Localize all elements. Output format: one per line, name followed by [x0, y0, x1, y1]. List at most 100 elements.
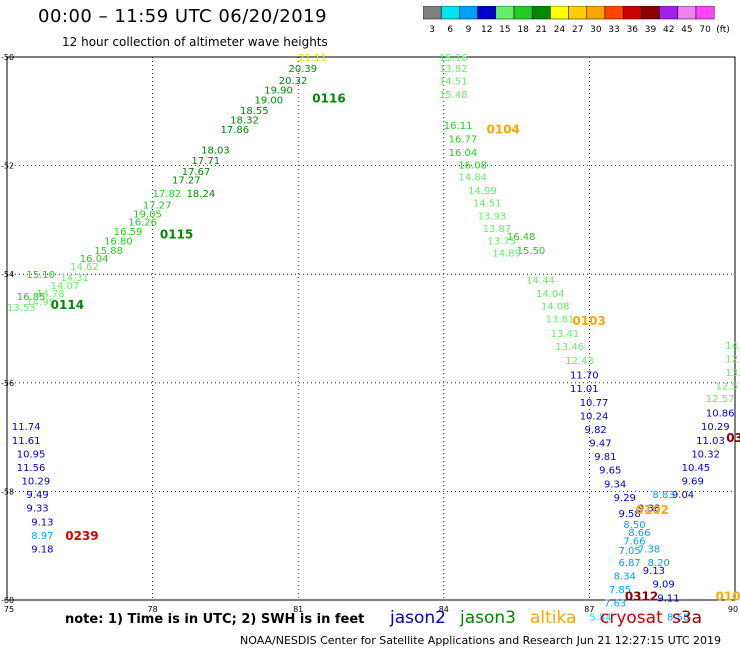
swh-value: 13.81 [546, 315, 575, 326]
swh-value: 14.95 [26, 297, 55, 308]
swh-value: 11.61 [12, 436, 41, 447]
swh-value: 14.31 [60, 273, 89, 284]
pass-label: 0116 [312, 92, 345, 106]
swh-value: 10.77 [580, 398, 609, 409]
swh-value: 9.13 [31, 517, 53, 528]
swh-value: 15.50 [517, 246, 546, 257]
swh-value: 9.09 [652, 580, 674, 591]
legend-bin-label: 18 [517, 25, 529, 35]
swh-value: 17.82 [153, 189, 182, 200]
swh-value: 9.04 [672, 490, 694, 501]
swh-value: 17.27 [143, 201, 172, 212]
swh-value: 20.39 [288, 64, 317, 75]
x-tick-label: 84 [439, 605, 449, 614]
x-tick-label: 75 [4, 605, 14, 614]
swh-value: 20.32 [279, 76, 308, 87]
legend-cryosat: cryosat [600, 608, 663, 628]
swh-value: 9.82 [585, 425, 607, 436]
swh-value: 16.77 [449, 134, 478, 145]
swh-value: 7.63 [604, 599, 626, 610]
legend-unit: (ft) [716, 25, 730, 35]
legend-bin-label: 24 [554, 25, 566, 35]
legend-swatch [695, 6, 715, 20]
legend-bin-label: 9 [466, 25, 472, 35]
pass-label: 0114 [51, 298, 84, 312]
swh-value: 13.41 [551, 329, 580, 340]
swh-value: 11.70 [570, 371, 599, 382]
swh-value: 18.32 [230, 115, 259, 126]
swh-value: 9.38 [638, 504, 660, 515]
y-tick-label: -58 [1, 487, 14, 496]
legend-bin-label: 42 [663, 25, 674, 35]
grid-lines [6, 56, 736, 601]
swh-value: 6.87 [619, 558, 641, 569]
legend-bin-label: 21 [536, 25, 547, 35]
axis-tick-labels: 75 78 81 84 87 90 -50 -52 -54 -56 -58 -60 [1, 53, 738, 614]
legend-bin-label: 45 [681, 25, 692, 35]
swh-value: 16.11 [444, 121, 473, 132]
x-tick-label: 90 [728, 605, 738, 614]
swh-value: 10.29 [22, 477, 51, 488]
swh-value: 17.86 [221, 125, 250, 136]
pass-label: 0102 [636, 503, 669, 517]
swh-value: 15.10 [26, 270, 55, 281]
swh-value: 16.08 [458, 161, 487, 172]
swh-value: 13.93 [478, 212, 507, 223]
swh-value: 8.34 [614, 572, 636, 583]
swh-value: 9.69 [682, 477, 704, 488]
swh-value: 7.38 [638, 544, 660, 555]
swh-value: 14.51 [473, 199, 502, 210]
swh-value: 11.74 [12, 422, 41, 433]
swh-value: 5.84 [589, 612, 611, 623]
swh-value: 8.66 [628, 528, 650, 539]
swh-value: 14.08 [541, 302, 570, 313]
swh-value: 19.00 [255, 95, 284, 106]
swh-value: 12.43 [565, 356, 594, 367]
swh-value: 11.01 [570, 384, 599, 395]
legend-bin-label: 15 [499, 25, 510, 35]
legend-bin-label: 27 [572, 25, 583, 35]
legend-bin-label: 33 [608, 25, 619, 35]
swh-value: 15.48 [439, 90, 468, 101]
swh-value: 19.05 [133, 209, 162, 220]
x-tick-label: 87 [584, 605, 594, 614]
swh-value: 16.04 [449, 148, 478, 159]
swh-value: 7.05 [619, 546, 641, 557]
swh-value: 9.49 [26, 490, 48, 501]
swh-value: 10.29 [701, 422, 730, 433]
swh-value: 9.47 [589, 439, 611, 450]
swh-value: 10.45 [682, 463, 711, 474]
pass-label: 0115 [160, 227, 193, 241]
swh-value: 9.18 [31, 544, 53, 555]
swh-value: 18.03 [201, 145, 230, 156]
swh-value: 16.85 [17, 292, 46, 303]
swh-value: 12.23 [725, 354, 740, 365]
swh-value: 9.13 [643, 566, 665, 577]
swh-value: 8.58 [667, 612, 689, 623]
legend-bin-label: 3 [429, 25, 435, 35]
swh-value: 7.66 [623, 536, 645, 547]
swh-value: 13.46 [555, 342, 584, 353]
swh-value: 9.58 [619, 509, 641, 520]
swh-value: 9.33 [26, 504, 48, 515]
y-tick-label: -56 [1, 379, 14, 388]
swh-value: 17.71 [191, 156, 220, 167]
swh-value: 14.51 [439, 76, 468, 87]
swh-value: 14.27 [725, 341, 740, 352]
swh-value: 11.56 [17, 463, 46, 474]
swh-value: 9.29 [614, 493, 636, 504]
chart-title: 00:00 – 11:59 UTC 06/20/2019 [38, 6, 328, 27]
swh-value: 10.95 [17, 449, 46, 460]
color-legend: 3 6 9 12 15 18 21 24 27 30 33 36 39 42 45 70 (ft) [423, 6, 730, 35]
swh-value: 19.90 [264, 86, 293, 97]
swh-value: 13.82 [439, 64, 468, 75]
swh-value: 16.04 [80, 254, 109, 265]
swh-value: 9.34 [604, 479, 626, 490]
pass-label: 0104 [487, 123, 520, 137]
chart-subtitle: 12 hour collection of altimeter wave hei… [62, 35, 328, 49]
legend-bin-label: 39 [645, 25, 657, 35]
swh-value: 16.48 [507, 232, 536, 243]
swh-value: 14.99 [468, 186, 497, 197]
